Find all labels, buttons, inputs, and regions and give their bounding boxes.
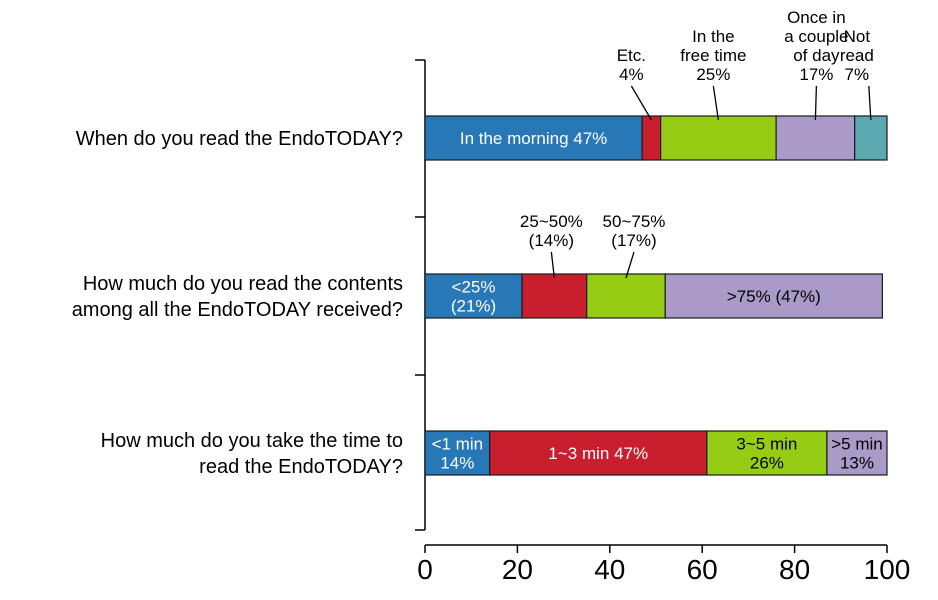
callout-leader-line xyxy=(625,251,635,279)
callout-label: 25~50% (14%) xyxy=(520,212,583,250)
data-label: <25% (21%) xyxy=(451,277,496,315)
chart-axes: 0 20 40 60 80 100 xyxy=(415,59,911,585)
callout-leader-line xyxy=(868,85,872,121)
callout-label: Not read 7% xyxy=(840,27,874,84)
data-label: <1 min 14% xyxy=(432,434,484,472)
data-label: 1~3 min 47% xyxy=(548,444,648,463)
question-label: How much do you read the contents among a… xyxy=(72,273,403,321)
callout-label: 50~75% (17%) xyxy=(603,212,666,250)
data-label: In the morning 47% xyxy=(460,129,607,148)
callout-leader-line xyxy=(550,251,556,279)
callout-leader-line xyxy=(814,85,818,121)
callout-label: Etc. 4% xyxy=(617,46,646,84)
bar-segment xyxy=(424,273,523,319)
x-tick-label: 40 xyxy=(594,554,625,585)
x-tick-label: 0 xyxy=(417,554,433,585)
bar-segment xyxy=(424,430,491,476)
callout-leader-line xyxy=(712,85,720,121)
bar-segment xyxy=(641,115,662,161)
chart-bars xyxy=(424,115,888,476)
x-tick-label: 60 xyxy=(687,554,718,585)
x-tick-label: 20 xyxy=(502,554,533,585)
bar-segment xyxy=(706,430,828,476)
bar-segment xyxy=(664,273,883,319)
callout-leader-line xyxy=(630,85,652,121)
chart-labels: When do you read the EndoTODAY? In the mo… xyxy=(72,8,883,478)
data-label: 3~5 min 26% xyxy=(736,434,797,472)
x-tick-label: 100 xyxy=(864,554,911,585)
bar-segment xyxy=(424,115,643,161)
bar-segment xyxy=(660,115,777,161)
data-label: >5 min 13% xyxy=(831,434,883,472)
bar-segment xyxy=(586,273,666,319)
bar-segment xyxy=(775,115,856,161)
x-tick-label: 80 xyxy=(779,554,810,585)
bar-segment xyxy=(521,273,588,319)
question-label: When do you read the EndoTODAY? xyxy=(76,128,403,150)
callout-label: In the free time 25% xyxy=(680,27,746,84)
bar-segment xyxy=(826,430,888,476)
question-label: How much do you take the time to read the… xyxy=(101,430,403,478)
bar-segment xyxy=(489,430,708,476)
callout-label: Once in a couple of day 17% xyxy=(784,8,848,84)
bar-segment xyxy=(854,115,888,161)
data-label: >75% (47%) xyxy=(727,287,821,306)
